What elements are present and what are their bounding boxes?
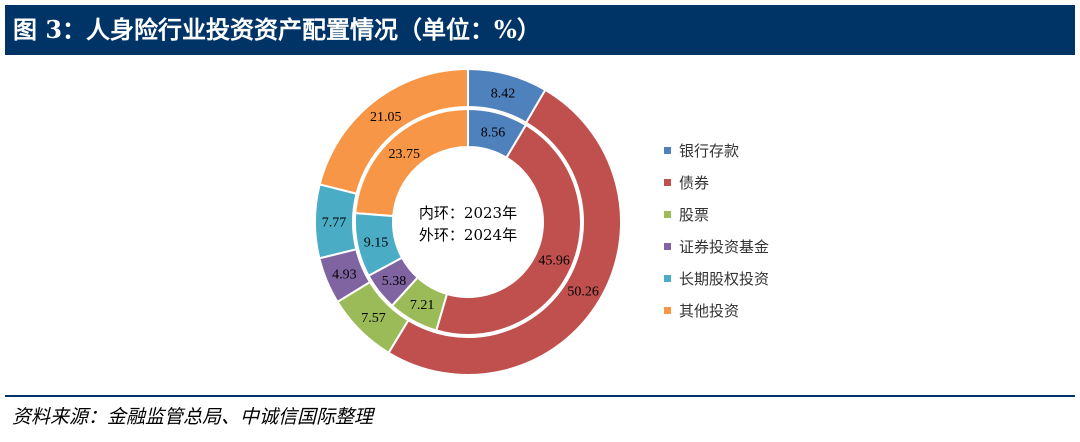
legend-item: 股票 bbox=[664, 198, 769, 230]
legend: 银行存款债券股票证券投资基金 长期股权投资 其他投资 bbox=[664, 134, 769, 326]
data-label-inner-5: 23.75 bbox=[388, 147, 420, 162]
legend-label: 其他投资 bbox=[679, 301, 740, 320]
legend-label: 长期股权投资 bbox=[679, 269, 770, 288]
legend-item: 债券 bbox=[664, 166, 769, 198]
slice-outer-0 bbox=[467, 67, 547, 125]
legend-label: 债券 bbox=[679, 173, 710, 192]
legend-label: 股票 bbox=[679, 205, 710, 224]
legend-swatch bbox=[664, 274, 671, 282]
slice-outer-4 bbox=[314, 183, 358, 260]
slice-inner-4 bbox=[354, 212, 404, 278]
divider bbox=[5, 395, 1075, 397]
data-label-outer-5: 21.05 bbox=[370, 110, 402, 125]
legend-swatch bbox=[664, 306, 671, 314]
slice-outer-1 bbox=[387, 88, 622, 377]
data-label-outer-3: 4.93 bbox=[332, 268, 357, 283]
slice-inner-2 bbox=[390, 276, 449, 332]
data-label-inner-0: 8.56 bbox=[481, 125, 506, 140]
source-note: 资料来源：金融监管总局、中诚信国际整理 bbox=[12, 406, 374, 428]
legend-swatch bbox=[664, 178, 671, 186]
legend-label: 证券投资基金 bbox=[679, 237, 770, 256]
legend-item: 证券投资基金 bbox=[664, 230, 769, 262]
legend-item: 其他投资 bbox=[664, 294, 769, 326]
legend-swatch bbox=[664, 210, 671, 218]
legend-label: 银行存款 bbox=[679, 141, 740, 160]
data-label-inner-3: 5.38 bbox=[382, 274, 407, 289]
slice-inner-3 bbox=[367, 256, 420, 308]
data-label-inner-2: 7.21 bbox=[410, 298, 435, 313]
data-label-outer-1: 50.26 bbox=[567, 285, 599, 300]
data-label-outer-0: 8.42 bbox=[491, 87, 516, 102]
figure-title: 图 3：人身险行业投资资产配置情况（单位：%） bbox=[5, 5, 1075, 55]
slice-inner-0 bbox=[467, 107, 528, 159]
legend-swatch bbox=[664, 146, 671, 154]
slice-inner-1 bbox=[435, 123, 582, 336]
data-label-inner-4: 9.15 bbox=[364, 235, 389, 250]
slice-outer-2 bbox=[336, 280, 410, 355]
data-label-outer-4: 7.77 bbox=[322, 215, 347, 230]
data-label-inner-1: 45.96 bbox=[538, 254, 570, 269]
legend-swatch bbox=[664, 242, 671, 250]
legend-item: 银行存款 bbox=[664, 134, 769, 166]
legend-item: 长期股权投资 bbox=[664, 262, 769, 294]
data-label-outer-2: 7.57 bbox=[361, 311, 386, 326]
center-label-outer: 外环：2024年 bbox=[419, 226, 517, 244]
center-label-inner: 内环：2023年 bbox=[419, 204, 517, 222]
